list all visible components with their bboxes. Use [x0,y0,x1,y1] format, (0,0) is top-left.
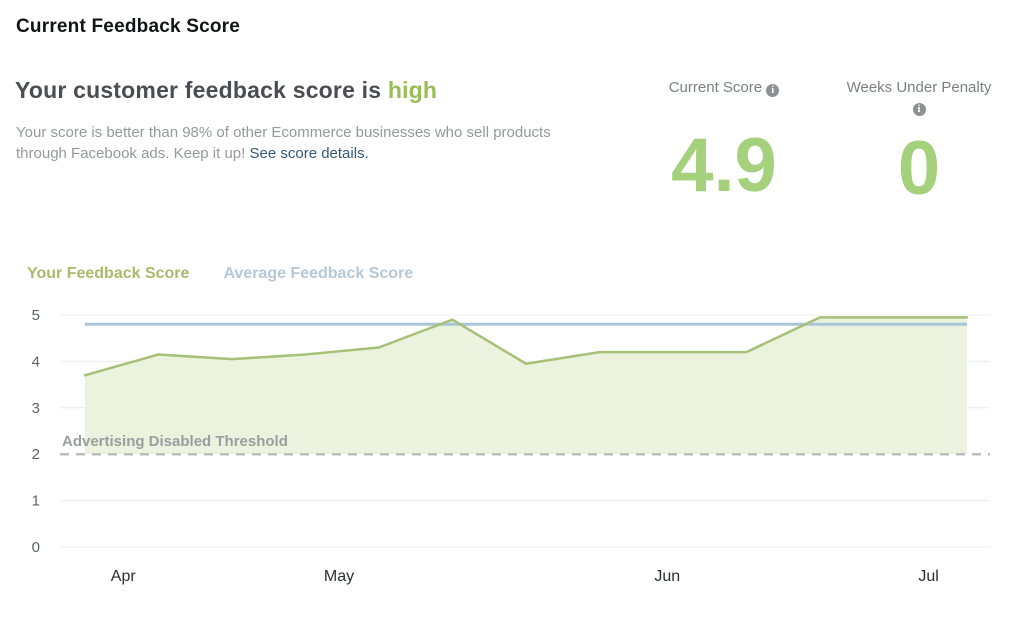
current-score-label: Current Score i [645,78,803,97]
x-tick-label: May [324,568,354,585]
info-icon[interactable]: i [766,84,780,97]
y-tick-label: 4 [32,353,40,370]
page-title: Current Feedback Score [16,16,241,37]
score-status-heading-prefix: Your customer feedback score is [15,77,382,103]
score-status-value: high [387,77,438,103]
threshold-label: Advertising Disabled Threshold [62,433,288,450]
feedback-score-chart: 5 4 3 2 1 0 Advertising Disabled Threshold Apr M… [32,307,990,585]
see-score-details-link[interactable]: See score details. [249,145,369,162]
y-tick-label: 0 [32,539,40,556]
current-score-value: 4.9 [671,123,777,208]
x-tick-label: Jun [654,568,680,585]
weeks-under-penalty-label: Weeks Under Penalty [846,79,992,96]
weeks-under-penalty-info-row: i [828,100,1010,116]
weeks-under-penalty-stat: Weeks Under Penalty i 0 [828,78,1010,207]
feedback-score-line [83,316,969,377]
feedback-score-area [85,317,967,455]
y-tick-label: 1 [32,493,40,510]
y-tick-label: 3 [32,400,40,417]
legend-average-feedback-score[interactable]: Average Feedback Score [223,265,414,282]
y-tick-label: 2 [32,446,40,463]
info-icon[interactable]: i [912,103,926,116]
weeks-under-penalty-value: 0 [897,126,941,211]
legend-your-feedback-score[interactable]: Your Feedback Score [27,265,190,282]
score-description-text: Your score is better than 98% of other E… [16,124,551,162]
x-tick-label: Jul [918,568,938,585]
chart-legend: Your Feedback Score Average Feedback Scor… [27,265,413,283]
y-tick-label: 5 [32,307,40,324]
current-score-stat: Current Score i 4.9 [645,78,803,204]
score-status-heading: Your customer feedback score is high [15,77,437,104]
x-tick-label: Apr [111,568,137,585]
score-description: Your score is better than 98% of other E… [16,122,591,164]
